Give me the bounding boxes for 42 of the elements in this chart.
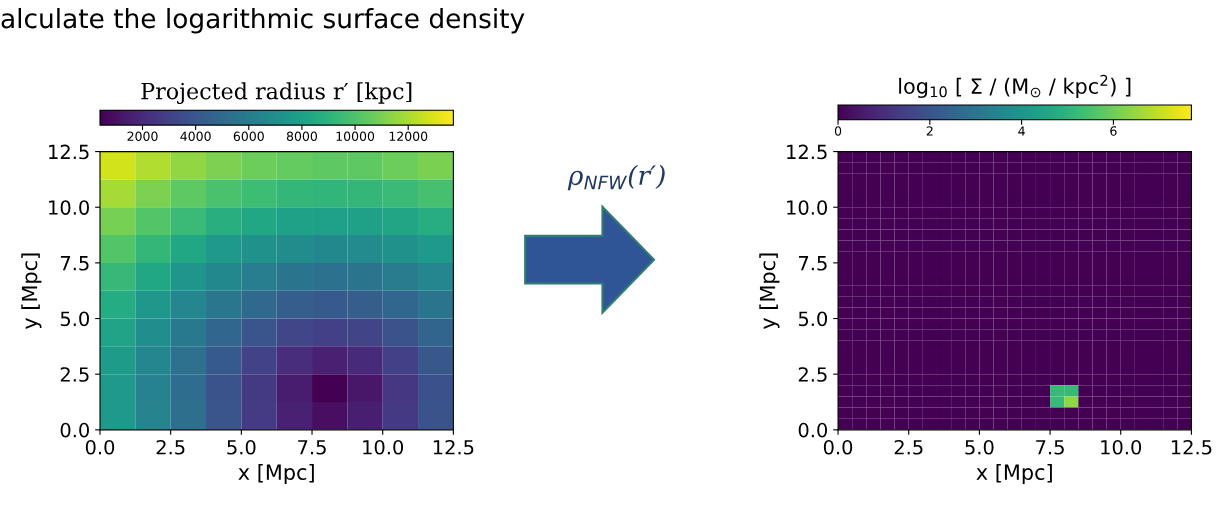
text: ρ$_{NFW}$(r′)	[567, 164, 665, 191]
x-axis-title: x [Mpc]	[976, 463, 1052, 485]
y-tick-label: 7.5	[798, 256, 827, 271]
color-bar-label: 4	[1018, 126, 1025, 136]
y-tick-label: 10.0	[787, 200, 828, 215]
color-bar-label: 2000	[127, 131, 158, 142]
y-tick-label: 10.0	[49, 200, 89, 215]
x-tick-label: 12.5	[1171, 439, 1212, 455]
color-bar-title: log$_{10}$ [ Σ / (M$_{⊙}$ / kpc$^{2}$) ]	[899, 74, 1131, 98]
x-tick-label: 10.0	[1101, 439, 1142, 455]
x-axis-title: x [Mpc]	[238, 463, 314, 485]
color-bar-title: Projected radius r′ [kpc]	[141, 82, 412, 105]
y-tick-label: 12.5	[787, 144, 827, 160]
x-tick-label: 7.5	[298, 440, 326, 455]
color-bar-label: 2	[926, 126, 933, 136]
x-tick-label: 10.0	[363, 439, 404, 455]
y-tick-label: 5.0	[798, 311, 828, 327]
y-tick-label: 2.5	[798, 367, 827, 382]
x-tick-label: 12.5	[433, 439, 474, 455]
color-bar-label: 10000	[336, 131, 375, 142]
color-bar-label: 6	[1110, 126, 1117, 136]
x-tick-label: 2.5	[894, 439, 923, 455]
y-tick-label: 0.0	[798, 422, 828, 438]
x-tick-label: 5.0	[965, 439, 994, 455]
color-bar-label: 12000	[389, 131, 428, 142]
color-bar-label: 6000	[233, 131, 264, 142]
color-bar-label: 0	[834, 126, 842, 136]
y-axis-title: y [Mpc]	[759, 253, 780, 330]
x-tick-label: 2.5	[156, 439, 185, 455]
x-tick-label: 0.0	[823, 439, 853, 455]
y-axis-title: y [Mpc]	[21, 253, 42, 330]
x-tick-label: 7.5	[1036, 440, 1064, 455]
color-bar-label: 8000	[286, 131, 318, 142]
text: alculate the logarithmic surface density	[1, 7, 525, 34]
y-tick-label: 7.5	[60, 256, 89, 271]
y-tick-label: 2.5	[60, 367, 89, 382]
x-tick-label: 5.0	[227, 439, 256, 455]
y-tick-label: 12.5	[49, 144, 89, 160]
color-bar-label: 4000	[180, 131, 211, 142]
x-tick-label: 0.0	[85, 439, 115, 455]
y-tick-label: 5.0	[60, 311, 89, 327]
y-tick-label: 0.0	[60, 422, 89, 438]
